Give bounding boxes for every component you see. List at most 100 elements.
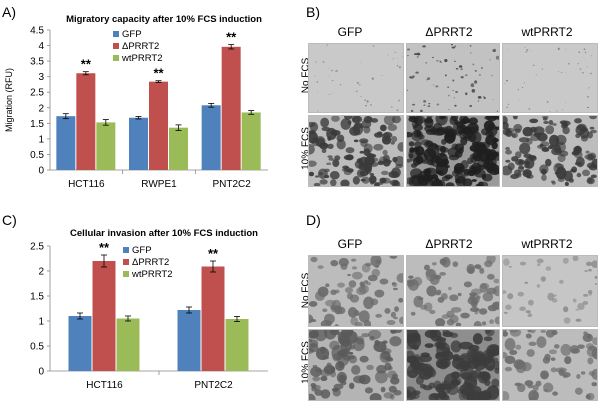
cell-blob (460, 117, 471, 124)
cell-blob (309, 330, 319, 339)
cell-blob (309, 171, 315, 177)
cell-blob (470, 350, 485, 359)
cell-blob (519, 306, 526, 311)
cell-blob (473, 168, 486, 178)
cell-blob (327, 76, 329, 77)
cell-blob (541, 174, 547, 181)
cell-blob (366, 364, 374, 371)
x-tick-label-rwpe1: RWPE1 (141, 179, 177, 190)
cell-blob (414, 333, 420, 340)
cell-blob (441, 138, 447, 145)
cell-blob (394, 51, 396, 54)
y-tick-label: 2.5 (30, 242, 44, 253)
cell-blob (413, 147, 420, 153)
bar-gfp-rwpe1 (129, 117, 148, 170)
cell-blob (460, 68, 464, 71)
cell-blob (393, 389, 402, 396)
micrograph-texture (503, 256, 597, 326)
cell-blob (474, 69, 477, 72)
cell-blob (368, 330, 382, 340)
cell-blob (491, 349, 499, 356)
cell-blob (444, 174, 453, 180)
cell-blob (475, 183, 482, 186)
cell-blob (426, 285, 437, 297)
cell-blob (396, 273, 403, 283)
cell-blob (532, 64, 535, 66)
y-tick-label: 1.5 (30, 119, 44, 130)
cell-blob (452, 261, 459, 267)
cell-blob (453, 60, 456, 62)
cell-blob (445, 182, 455, 186)
micrograph-texture (407, 116, 499, 186)
cell-blob (460, 76, 464, 79)
cell-blob (491, 301, 499, 310)
cell-blob (390, 376, 400, 385)
cell-blob (543, 388, 549, 392)
cell-blob (440, 293, 448, 300)
cell-blob (310, 256, 318, 263)
cell-blob (587, 106, 590, 109)
cell-blob (507, 293, 514, 300)
cell-blob (455, 322, 462, 326)
x-tick-label-hct116: HCT116 (86, 380, 123, 391)
cell-blob (483, 95, 485, 97)
legend-label-gfp: GFP (122, 29, 142, 40)
cell-blob (392, 156, 398, 163)
cell-blob (463, 168, 471, 175)
cell-blob (439, 60, 442, 63)
cell-blob (326, 362, 332, 368)
cell-blob (389, 336, 402, 347)
cell-blob (351, 266, 358, 270)
cell-blob (347, 168, 354, 173)
cell-blob (552, 123, 557, 126)
cell-blob (503, 391, 510, 400)
cell-blob (458, 65, 463, 68)
cell-blob (557, 177, 565, 183)
panel-letter-b: B) (306, 4, 320, 20)
x-tick-label-pnt2c2: PNT2C2 (212, 179, 251, 190)
invasion-bar-chart: Cellular invasion after 10% FCS inductio… (30, 228, 268, 391)
cell-blob (435, 162, 449, 176)
cell-blob (309, 160, 317, 167)
cell-blob (545, 125, 555, 135)
cell-blob (474, 80, 478, 84)
cell-blob (536, 258, 544, 264)
y-tick-label: 1 (38, 134, 44, 145)
cell-blob (310, 319, 317, 323)
cell-blob (371, 77, 374, 80)
cell-blob (473, 141, 487, 156)
micrograph-b-gfp-10pct-fcs (308, 115, 404, 187)
cell-blob (444, 74, 447, 77)
cell-blob (536, 284, 541, 288)
cell-blob (446, 319, 455, 326)
cell-blob (408, 355, 418, 363)
significance-marker: ** (99, 240, 110, 255)
cell-blob (504, 366, 513, 372)
cell-blob (469, 104, 473, 108)
cell-blob (458, 361, 470, 369)
cell-blob (505, 127, 511, 132)
cell-blob (525, 310, 531, 314)
cell-blob (449, 294, 459, 302)
cell-blob (363, 116, 373, 124)
bar-wtprrt2-hct116 (96, 122, 116, 170)
column-label-wtprrt2: wtPRRT2 (521, 237, 573, 251)
cell-blob (330, 69, 333, 72)
cell-blob (420, 109, 423, 112)
cell-blob (586, 177, 595, 185)
cell-blob (366, 103, 368, 104)
cell-blob (441, 256, 451, 268)
chart-title: Cellular invasion after 10% FCS inductio… (70, 228, 258, 239)
cell-blob (323, 330, 337, 340)
cell-blob (328, 157, 334, 161)
cell-blob (505, 131, 513, 138)
cell-blob (540, 141, 550, 147)
cell-blob (505, 146, 510, 151)
cell-blob (449, 332, 459, 338)
cell-blob (330, 179, 337, 186)
cell-blob (422, 45, 426, 48)
cell-blob (515, 344, 522, 350)
cell-blob (317, 168, 328, 179)
cell-blob (485, 130, 494, 138)
y-tick-label: 1 (38, 317, 44, 328)
